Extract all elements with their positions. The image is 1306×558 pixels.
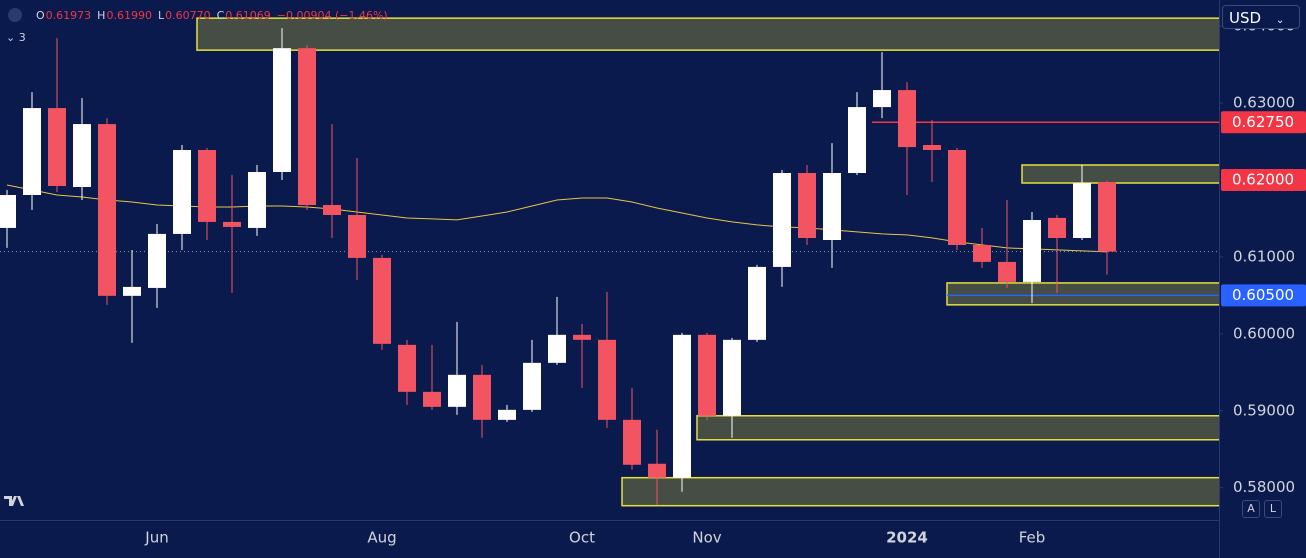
candle-body <box>873 90 891 108</box>
x-tick-label: 2024 <box>886 529 928 547</box>
legend-change: −0.00904 (−1.46%) <box>276 8 388 22</box>
plot-area <box>0 17 1219 507</box>
candle-body <box>898 90 916 148</box>
axes: 0.58000 0.59000 0.60000 0.61000 0.62000 0.630… <box>144 17 1306 547</box>
candle-body <box>948 150 966 245</box>
candle-body <box>223 221 241 227</box>
candle-body <box>798 173 816 238</box>
candle-body <box>748 266 766 340</box>
indicator-count: 3 <box>18 31 26 44</box>
price-label-box <box>1221 111 1306 134</box>
candle-body <box>98 124 116 296</box>
log-scale-button[interactable]: L <box>1264 500 1282 518</box>
legend-key: L <box>157 8 165 22</box>
candle-body <box>673 334 691 478</box>
legend-item: L0.60770 <box>158 9 211 22</box>
candle-body <box>1023 220 1041 282</box>
candle-body <box>273 48 291 172</box>
symbol-icon[interactable] <box>8 8 22 22</box>
legend-key: C <box>216 8 225 22</box>
legend: O0.61973 H0.61990 L0.60770 C0.61069 −0.00904… <box>8 8 388 22</box>
y-tick-label: 0.61000 <box>1233 247 1295 265</box>
legend-value: 0.61990 <box>106 8 152 22</box>
candle-body <box>398 344 416 392</box>
x-tick-label: Oct <box>569 529 595 547</box>
price-label: 0.60500 <box>1232 286 1294 304</box>
candle-body <box>998 261 1016 282</box>
candle-body <box>23 108 41 195</box>
legend-item: C0.61069 <box>217 9 271 22</box>
price-label: 0.62000 <box>1232 171 1294 189</box>
candle-body <box>523 362 541 410</box>
candle-body <box>498 409 516 420</box>
legend-item: H0.61990 <box>97 9 152 22</box>
candle-body <box>623 419 641 465</box>
zone <box>696 415 1219 441</box>
y-tick-label: 0.63000 <box>1233 94 1295 112</box>
candle-body <box>773 173 791 267</box>
price-label-box <box>1221 284 1306 307</box>
x-tick-label: Feb <box>1019 529 1046 547</box>
candle-body <box>348 215 366 258</box>
candle-body <box>1073 183 1091 238</box>
candle-body <box>848 107 866 173</box>
x-tick-label: Aug <box>367 529 396 547</box>
candle-body <box>573 334 591 340</box>
candle-body <box>73 124 91 187</box>
candle-body <box>198 150 216 222</box>
legend-value: 0.61069 <box>225 8 271 22</box>
currency-select[interactable]: USD ⌄ <box>1222 5 1300 29</box>
candle-body <box>823 173 841 240</box>
logo <box>4 496 24 506</box>
candle-body <box>648 463 666 478</box>
zone <box>621 476 1219 507</box>
candle-body <box>423 391 441 407</box>
price-label: 0.62750 <box>1232 113 1294 131</box>
candle-body <box>973 245 991 262</box>
x-tick-label: Jun <box>144 529 168 547</box>
candle-body <box>373 257 391 344</box>
legend-value: 0.60770 <box>165 8 211 22</box>
candle-body <box>448 374 466 407</box>
zone <box>196 17 1219 51</box>
candle-body <box>323 205 341 215</box>
candle-body <box>1098 182 1116 252</box>
candle-body <box>723 339 741 416</box>
legend-item: O0.61973 <box>36 9 91 22</box>
legend-key: H <box>97 8 106 22</box>
legend-value: 0.61973 <box>45 8 92 22</box>
zone <box>1021 164 1219 184</box>
candle-body <box>923 145 941 150</box>
candle-body <box>123 286 141 296</box>
y-tick-label: 0.60000 <box>1233 324 1295 342</box>
legend-key: O <box>36 8 45 22</box>
candle-body <box>298 48 316 206</box>
x-tick-label: Nov <box>692 529 721 547</box>
candle-body <box>48 108 66 186</box>
candle-body <box>148 233 166 288</box>
y-tick-label: 0.58000 <box>1233 478 1295 496</box>
candle-body <box>698 334 716 416</box>
candle-body <box>473 374 491 420</box>
currency-label: USD <box>1229 9 1262 27</box>
y-tick-label: 0.59000 <box>1233 401 1295 419</box>
indicators-toggle[interactable]: ⌄ 3 <box>6 31 26 44</box>
price-label-box <box>1221 169 1306 191</box>
moving-average <box>6 184 1108 253</box>
zone <box>946 282 1219 306</box>
candle-body <box>598 339 616 420</box>
candle-body <box>1048 217 1066 238</box>
candle-body <box>173 150 191 234</box>
candle-body <box>548 334 566 363</box>
candle-body <box>248 172 266 228</box>
auto-scale-button[interactable]: A <box>1242 500 1260 518</box>
candle-body <box>0 195 16 228</box>
